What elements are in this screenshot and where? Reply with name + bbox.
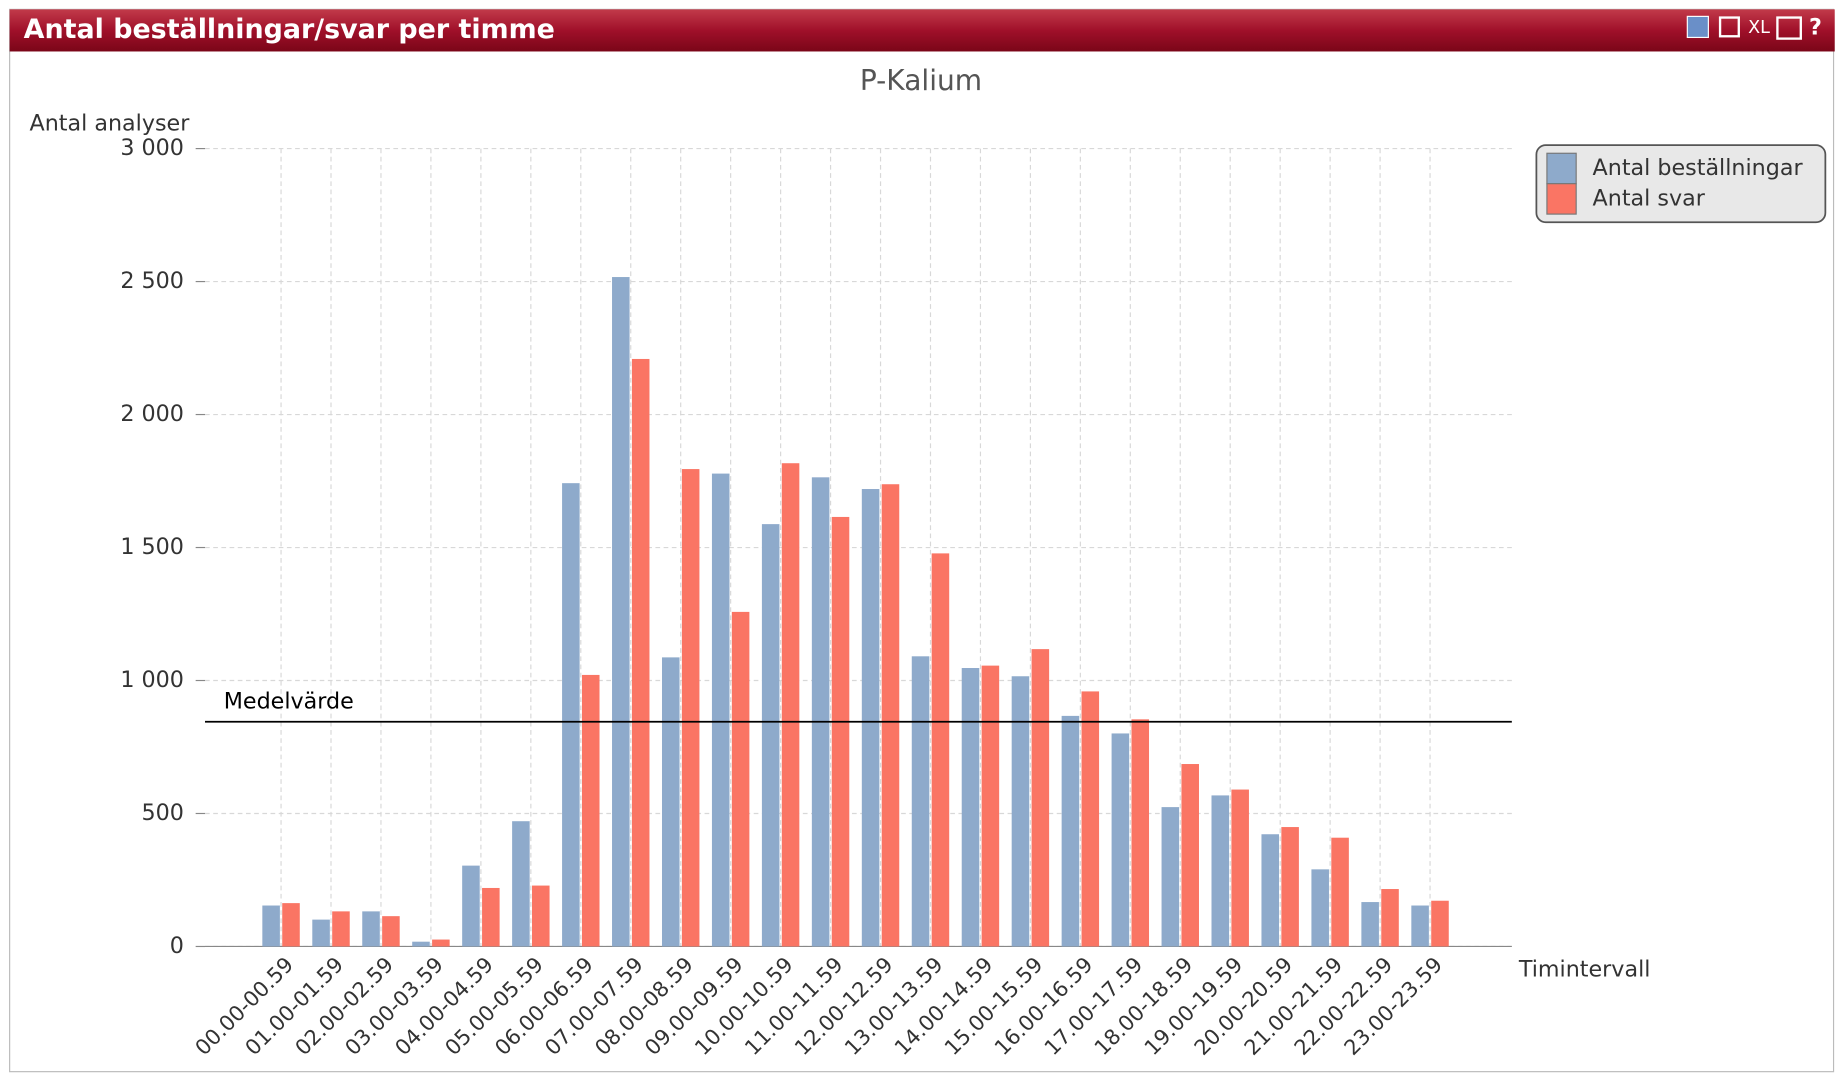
bar — [562, 483, 580, 947]
icon[interactable] — [1686, 15, 1709, 39]
bar — [312, 919, 330, 947]
bar — [1331, 837, 1349, 947]
reference-label: Medelvärde — [224, 688, 354, 714]
bar — [961, 668, 980, 947]
bar — [382, 916, 400, 947]
bar — [1131, 719, 1150, 947]
bar — [881, 484, 900, 947]
bar — [1011, 676, 1030, 947]
bar — [1231, 789, 1249, 947]
bar — [861, 489, 880, 947]
bar — [532, 885, 550, 947]
bar — [761, 524, 780, 947]
bar — [581, 674, 600, 947]
bar — [631, 358, 650, 947]
bar — [332, 911, 350, 947]
bar — [1281, 827, 1299, 947]
bar — [1411, 905, 1429, 947]
legend-label: Antal beställningar — [1593, 155, 1804, 181]
bar — [432, 939, 450, 947]
bar — [362, 911, 380, 947]
legend — [1535, 144, 1827, 224]
y-tick-label: 1 500 — [120, 534, 184, 560]
chart-title: P-Kalium — [860, 64, 982, 97]
bar — [412, 941, 430, 947]
bar — [282, 903, 300, 947]
y-tick-label: 2 000 — [120, 401, 184, 427]
y-tick-label: 2 500 — [120, 268, 184, 294]
bar — [1031, 649, 1050, 947]
header-title: Antal beställningar/svar per timme — [24, 14, 555, 45]
y-tick-label: 3 000 — [120, 135, 184, 161]
bar — [781, 463, 800, 947]
bar — [1081, 691, 1100, 947]
y-tick-label: 500 — [142, 800, 184, 826]
bar — [681, 469, 700, 947]
bar — [831, 516, 850, 947]
bar — [612, 277, 630, 947]
icon-help[interactable]: ? — [1809, 15, 1822, 41]
bar — [1161, 807, 1180, 947]
bar — [981, 665, 1000, 947]
bar — [1181, 764, 1199, 947]
bar — [1431, 900, 1449, 947]
legend-swatch — [1546, 183, 1577, 215]
bar — [262, 905, 280, 947]
y-tick-label: 0 — [170, 933, 184, 959]
y-axis-label: Antal analyser — [30, 111, 191, 137]
legend-swatch — [1546, 152, 1577, 185]
bar — [661, 657, 680, 947]
bar — [1381, 889, 1399, 947]
bar — [711, 473, 730, 947]
x-axis-label: Timintervall — [1518, 956, 1651, 982]
bar — [482, 887, 500, 947]
bar — [1211, 795, 1230, 947]
bar — [462, 865, 480, 947]
icon-xl[interactable]: XL — [1748, 18, 1770, 38]
bar — [931, 553, 950, 947]
bar — [1061, 715, 1080, 947]
header-bar — [9, 9, 1835, 52]
bar — [1261, 834, 1280, 947]
icon[interactable] — [1776, 16, 1802, 40]
bar — [1311, 869, 1329, 947]
bar — [811, 477, 830, 947]
icon[interactable] — [1718, 16, 1740, 38]
bar — [731, 611, 750, 947]
bar — [1361, 902, 1379, 947]
bar — [1111, 733, 1130, 947]
legend-label: Antal svar — [1593, 185, 1706, 211]
y-tick-label: 1 000 — [120, 667, 184, 693]
bar — [911, 656, 930, 947]
bar — [512, 821, 530, 947]
